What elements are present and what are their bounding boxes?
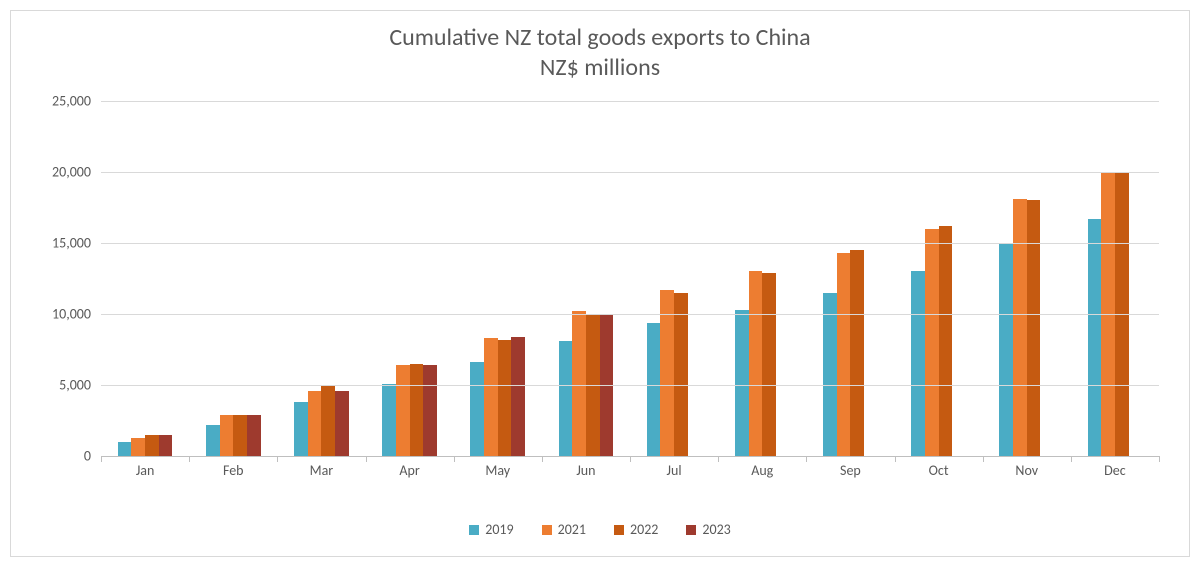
legend-swatch <box>614 525 624 535</box>
bar-2022 <box>850 250 864 456</box>
bar-2023 <box>247 415 261 456</box>
bar-2021 <box>925 229 939 456</box>
x-tick-mark <box>630 456 631 462</box>
legend-label: 2019 <box>485 521 513 538</box>
bar-2021 <box>837 253 851 456</box>
bar-2021 <box>308 391 322 456</box>
x-tick-label: May <box>485 462 510 479</box>
gridline <box>101 314 1159 315</box>
x-tick-label: Dec <box>1104 462 1126 479</box>
bars-layer <box>101 101 1159 456</box>
bar-2021 <box>396 365 410 456</box>
bar-2021 <box>1013 199 1027 456</box>
y-tick-label: 20,000 <box>52 164 91 181</box>
x-tick-mark <box>718 456 719 462</box>
legend-item-2021: 2021 <box>542 521 586 538</box>
legend-item-2022: 2022 <box>614 521 658 538</box>
chart-title-line1: Cumulative NZ total goods exports to Chi… <box>11 23 1189 53</box>
y-tick-label: 0 <box>84 448 91 465</box>
bar-2019 <box>999 244 1013 456</box>
bar-2019 <box>911 271 925 456</box>
y-tick-label: 15,000 <box>52 235 91 252</box>
bar-2021 <box>131 438 145 456</box>
bar-2021 <box>484 338 498 456</box>
legend-item-2019: 2019 <box>469 521 513 538</box>
x-tick-mark <box>1071 456 1072 462</box>
x-tick-mark <box>806 456 807 462</box>
bar-2019 <box>206 425 220 456</box>
bar-2022 <box>145 435 159 456</box>
bar-2022 <box>233 415 247 456</box>
gridline <box>101 101 1159 102</box>
x-tick-label: Mar <box>310 462 334 479</box>
chart-title: Cumulative NZ total goods exports to Chi… <box>11 11 1189 83</box>
x-tick-label: Jun <box>576 462 595 479</box>
x-tick-label: Apr <box>399 462 419 479</box>
legend-item-2023: 2023 <box>686 521 730 538</box>
x-ticks-layer: Jan Feb Mar Apr May Jun Jul Aug Sep Oct Nov Dec <box>101 462 1159 482</box>
legend-label: 2021 <box>558 521 586 538</box>
bar-2019 <box>1088 219 1102 456</box>
gridline <box>101 243 1159 244</box>
bar-2019 <box>294 402 308 456</box>
bar-2021 <box>749 271 763 456</box>
bar-2019 <box>823 293 837 456</box>
legend-label: 2023 <box>702 521 730 538</box>
x-tick-mark <box>1159 456 1160 462</box>
x-tick-mark <box>189 456 190 462</box>
bar-2019 <box>735 310 749 456</box>
x-tick-mark <box>542 456 543 462</box>
legend: 2019 2021 2022 2023 <box>11 521 1189 538</box>
x-tick-mark <box>366 456 367 462</box>
plot-area: 05,00010,00015,00020,00025,000 JanFebMar… <box>101 101 1159 456</box>
x-tick-label: Sep <box>840 462 861 479</box>
x-tick-label: Jul <box>667 462 682 479</box>
bar-2023 <box>159 435 173 456</box>
bar-2023 <box>423 365 437 456</box>
x-tick-mark <box>983 456 984 462</box>
bar-2021 <box>220 415 234 456</box>
chart-frame: Cumulative NZ total goods exports to Chi… <box>10 10 1190 557</box>
gridline <box>101 385 1159 386</box>
bar-2019 <box>559 341 573 456</box>
y-tick-label: 10,000 <box>52 306 91 323</box>
bar-2022 <box>498 340 512 456</box>
y-tick-label: 25,000 <box>52 93 91 110</box>
bar-2022 <box>939 226 953 456</box>
bar-2022 <box>410 364 424 456</box>
x-tick-label: Oct <box>929 462 949 479</box>
bar-2022 <box>1027 200 1041 456</box>
legend-label: 2022 <box>630 521 658 538</box>
x-tick-label: Feb <box>223 462 244 479</box>
bar-2022 <box>762 273 776 456</box>
gridline <box>101 172 1159 173</box>
x-tick-label: Nov <box>1015 462 1038 479</box>
bar-2022 <box>674 293 688 456</box>
x-tick-mark <box>277 456 278 462</box>
bar-2019 <box>118 442 132 456</box>
bar-2023 <box>511 337 525 456</box>
x-tick-label: Jan <box>136 462 155 479</box>
legend-swatch <box>469 525 479 535</box>
bar-2019 <box>647 323 661 456</box>
legend-swatch <box>542 525 552 535</box>
chart-title-line2: NZ$ millions <box>11 53 1189 83</box>
legend-swatch <box>686 525 696 535</box>
x-tick-label: Aug <box>751 462 773 479</box>
x-tick-mark <box>101 456 102 462</box>
y-tick-label: 5,000 <box>59 377 91 394</box>
bar-2019 <box>382 384 396 456</box>
bar-2021 <box>572 311 586 456</box>
x-tick-mark <box>454 456 455 462</box>
bar-2023 <box>335 391 349 456</box>
bar-2022 <box>321 386 335 456</box>
bar-2019 <box>470 362 484 456</box>
x-tick-mark <box>895 456 896 462</box>
